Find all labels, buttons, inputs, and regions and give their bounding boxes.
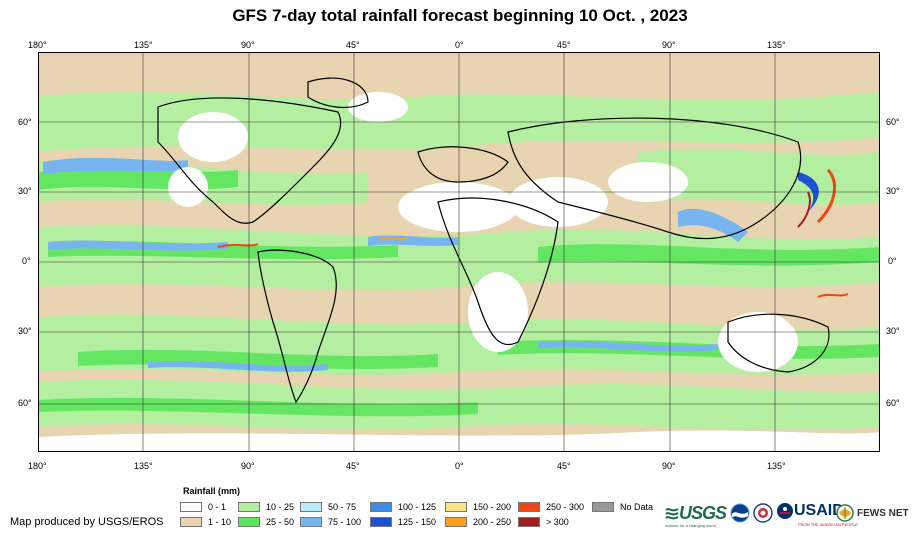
lat-tick-right: 60° — [886, 398, 900, 408]
lon-tick-bottom: 135° — [767, 461, 786, 471]
lat-tick-left: 60° — [18, 117, 32, 127]
legend-item: 100 - 125 — [370, 502, 436, 512]
legend-item: 0 - 1 — [180, 502, 226, 512]
lat-tick-left: 30° — [18, 186, 32, 196]
lon-tick-top: 90° — [662, 40, 676, 50]
legend-item: 25 - 50 — [238, 517, 294, 527]
lat-tick-left: 60° — [18, 398, 32, 408]
legend-item: 50 - 75 — [300, 502, 356, 512]
usgs-wave-icon — [665, 507, 679, 519]
legend-label: 0 - 1 — [208, 502, 227, 512]
map-frame — [38, 52, 880, 452]
legend-label: 10 - 25 — [266, 502, 295, 512]
legend-swatch — [592, 502, 614, 512]
legend-label: 1 - 10 — [208, 517, 232, 527]
lat-tick-left: 0° — [22, 256, 31, 266]
usgs-logo: USGS science for a changing world — [665, 503, 727, 528]
usgs-wordmark: USGS — [679, 503, 727, 523]
legend-item: 10 - 25 — [238, 502, 294, 512]
legend-label: 200 - 250 — [473, 517, 512, 527]
graticule — [38, 52, 880, 452]
legend-item: 150 - 200 — [445, 502, 511, 512]
legend-label: 75 - 100 — [328, 517, 362, 527]
lon-tick-top: 180° — [28, 40, 47, 50]
legend-label: > 300 — [546, 517, 569, 527]
usgs-tagline: science for a changing world — [665, 523, 716, 528]
rainfall-map — [38, 52, 880, 452]
fews-wordmark: FEWS NET — [857, 507, 909, 519]
fews-globe-icon — [836, 504, 854, 522]
lon-tick-top: 135° — [134, 40, 153, 50]
legend-item: > 300 — [518, 517, 569, 527]
lon-tick-bottom: 90° — [662, 461, 676, 471]
legend-item: No Data — [592, 502, 653, 512]
lon-tick-bottom: 45° — [346, 461, 360, 471]
lon-tick-top: 90° — [241, 40, 255, 50]
legend-label: 100 - 125 — [398, 502, 437, 512]
legend-swatch — [180, 502, 202, 512]
legend-label: 150 - 200 — [473, 502, 512, 512]
lon-tick-bottom: 135° — [134, 461, 153, 471]
lon-tick-top: 135° — [767, 40, 786, 50]
usaid-seal-icon — [777, 503, 793, 519]
lat-tick-right: 0° — [888, 256, 897, 266]
legend-label: No Data — [620, 502, 654, 512]
legend-swatch — [445, 517, 467, 527]
lat-tick-right: 30° — [886, 326, 900, 336]
legend-item: 1 - 10 — [180, 517, 231, 527]
legend-swatch — [180, 517, 202, 527]
lon-tick-bottom: 45° — [557, 461, 571, 471]
noaa-logo-icon — [730, 503, 750, 523]
legend-swatch — [370, 517, 392, 527]
lon-tick-bottom: 0° — [455, 461, 464, 471]
legend-swatch — [445, 502, 467, 512]
map-title: GFS 7-day total rainfall forecast beginn… — [232, 6, 688, 25]
legend-label: 50 - 75 — [328, 502, 357, 512]
legend-label: 25 - 50 — [266, 517, 295, 527]
legend-swatch — [518, 502, 540, 512]
legend-title: Rainfall (mm) — [183, 486, 241, 496]
legend-label: 125 - 150 — [398, 517, 437, 527]
seal-icon — [753, 503, 773, 523]
map-credit: Map produced by USGS/EROS — [10, 516, 164, 528]
lon-tick-bottom: 90° — [241, 461, 255, 471]
legend-swatch — [518, 517, 540, 527]
lon-tick-top: 45° — [557, 40, 571, 50]
lon-tick-top: 45° — [346, 40, 360, 50]
rain-bands-heavy — [43, 157, 748, 372]
legend-item: 200 - 250 — [445, 517, 511, 527]
lat-tick-left: 30° — [18, 326, 32, 336]
lon-tick-bottom: 180° — [28, 461, 47, 471]
legend-swatch — [300, 502, 322, 512]
lat-tick-right: 30° — [886, 186, 900, 196]
legend-swatch — [238, 502, 260, 512]
legend-swatch — [300, 517, 322, 527]
usaid-wordmark: USAID — [794, 502, 844, 519]
lon-tick-top: 0° — [455, 40, 464, 50]
usaid-tagline: FROM THE AMERICAN PEOPLE — [798, 522, 858, 527]
legend-label: 250 - 300 — [546, 502, 585, 512]
legend-swatch — [370, 502, 392, 512]
usaid-logo: USAID FROM THE AMERICAN PEOPLE — [776, 502, 858, 527]
lat-tick-right: 60° — [886, 117, 900, 127]
legend-item: 75 - 100 — [300, 517, 361, 527]
legend-item: 250 - 300 — [518, 502, 584, 512]
legend-item: 125 - 150 — [370, 517, 436, 527]
fews-net-logo: FEWS NET — [836, 504, 909, 522]
legend-swatch — [238, 517, 260, 527]
